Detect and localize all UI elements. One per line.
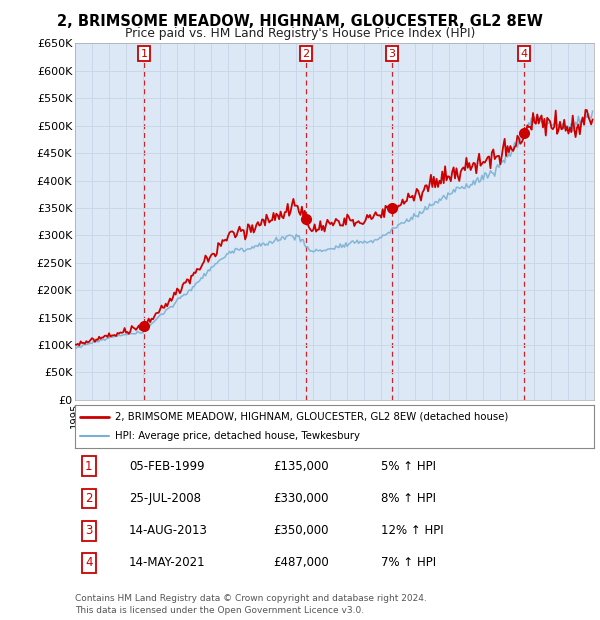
Text: Price paid vs. HM Land Registry's House Price Index (HPI): Price paid vs. HM Land Registry's House …	[125, 27, 475, 40]
Text: 14-AUG-2013: 14-AUG-2013	[129, 525, 208, 537]
Text: Contains HM Land Registry data © Crown copyright and database right 2024.
This d: Contains HM Land Registry data © Crown c…	[75, 594, 427, 615]
Text: 3: 3	[388, 49, 395, 59]
Text: 2: 2	[85, 492, 92, 505]
Text: £350,000: £350,000	[273, 525, 329, 537]
Text: 12% ↑ HPI: 12% ↑ HPI	[381, 525, 443, 537]
Text: 8% ↑ HPI: 8% ↑ HPI	[381, 492, 436, 505]
Text: 25-JUL-2008: 25-JUL-2008	[129, 492, 201, 505]
Text: 2, BRIMSOME MEADOW, HIGHNAM, GLOUCESTER, GL2 8EW: 2, BRIMSOME MEADOW, HIGHNAM, GLOUCESTER,…	[57, 14, 543, 29]
Text: 1: 1	[85, 460, 92, 472]
Text: 4: 4	[520, 49, 527, 59]
Text: 5% ↑ HPI: 5% ↑ HPI	[381, 460, 436, 472]
Text: 3: 3	[85, 525, 92, 537]
Text: 4: 4	[85, 557, 92, 569]
Text: £135,000: £135,000	[273, 460, 329, 472]
Text: 2, BRIMSOME MEADOW, HIGHNAM, GLOUCESTER, GL2 8EW (detached house): 2, BRIMSOME MEADOW, HIGHNAM, GLOUCESTER,…	[115, 412, 509, 422]
Text: 1: 1	[141, 49, 148, 59]
Text: 2: 2	[302, 49, 309, 59]
Text: 7% ↑ HPI: 7% ↑ HPI	[381, 557, 436, 569]
Text: HPI: Average price, detached house, Tewkesbury: HPI: Average price, detached house, Tewk…	[115, 432, 361, 441]
Text: £330,000: £330,000	[273, 492, 329, 505]
Text: 14-MAY-2021: 14-MAY-2021	[129, 557, 206, 569]
Text: £487,000: £487,000	[273, 557, 329, 569]
Text: 05-FEB-1999: 05-FEB-1999	[129, 460, 205, 472]
